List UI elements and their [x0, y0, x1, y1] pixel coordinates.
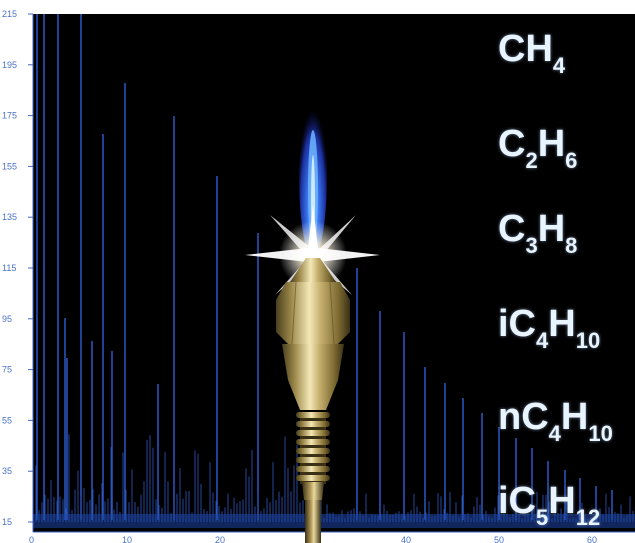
chromatogram-baseline	[33, 514, 635, 528]
y-tick-label: 55	[2, 415, 12, 425]
jet-tube	[305, 500, 321, 543]
formula-symbol: iC	[498, 480, 536, 522]
thread-groove	[300, 454, 326, 457]
y-tick-label: 135	[2, 212, 17, 222]
x-tick-label: 0	[29, 535, 34, 543]
jet-threads	[296, 412, 330, 484]
y-tick-label: 215	[2, 9, 17, 19]
formula-subscript: 12	[575, 505, 601, 530]
y-tick-label: 175	[2, 111, 17, 121]
thread-groove	[300, 436, 326, 439]
fid-jet-icon	[245, 93, 380, 543]
x-tick-label: 60	[587, 535, 597, 543]
formula-symbol: C	[498, 208, 526, 250]
thread-ridge	[296, 457, 330, 463]
thread-ridge	[296, 430, 330, 436]
formula-subscript: 5	[536, 505, 549, 530]
formula-subscript: 4	[536, 328, 549, 353]
y-tick-label: 95	[2, 314, 12, 324]
formula-symbol: nC	[498, 396, 549, 438]
y-tick-label: 15	[2, 517, 12, 527]
hex-edge-right	[329, 281, 335, 345]
formula-subscript: 6	[565, 148, 578, 173]
thread-groove	[300, 427, 326, 430]
thread-groove	[300, 418, 326, 421]
x-tick-label: 40	[401, 535, 411, 543]
x-tick-label: 10	[122, 535, 132, 543]
thread-ridge	[296, 439, 330, 445]
formula-symbol: C	[498, 123, 526, 165]
formula-symbol: iC	[498, 303, 536, 345]
compound-formula: nC4H10	[498, 396, 613, 446]
formula-symbol: H	[548, 480, 576, 522]
formula-subscript: 10	[588, 421, 613, 446]
spark-star-diagonal	[270, 215, 356, 295]
formula-subscript: 3	[525, 233, 538, 258]
chromatogram-peaks	[33, 14, 635, 528]
jet-tip	[290, 258, 336, 282]
thread-groove	[300, 472, 326, 475]
formula-symbol: H	[537, 123, 566, 165]
compound-formula: iC4H10	[498, 303, 600, 353]
y-tick-label: 35	[2, 466, 12, 476]
thread-groove	[300, 445, 326, 448]
y-tick-label: 75	[2, 365, 12, 375]
formula-symbol: H	[548, 303, 576, 345]
jet-shank	[302, 482, 324, 500]
thread-ridge	[296, 412, 330, 418]
thread-groove	[300, 463, 326, 466]
thread-ridge	[296, 466, 330, 472]
hex-edge-left	[291, 281, 297, 345]
formula-subscript: 8	[565, 233, 578, 258]
compound-formula: C2H6	[498, 123, 577, 173]
jet-body	[282, 344, 344, 410]
jet-hex-nut	[276, 282, 350, 344]
formula-symbol: H	[537, 208, 566, 250]
x-tick-label: 20	[215, 535, 225, 543]
y-tick-label: 155	[2, 161, 17, 171]
formula-subscript: 2	[525, 148, 538, 173]
compound-formula: iC5H12	[498, 480, 600, 530]
formula-subscript: 4	[552, 53, 566, 78]
formula-subscript: 4	[548, 421, 561, 446]
formula-subscript: 10	[575, 328, 601, 353]
compound-formula: CH4	[498, 28, 565, 78]
formula-symbol: H	[560, 396, 589, 438]
thread-ridge	[296, 421, 330, 427]
thread-ridge	[296, 475, 330, 481]
y-tick-labels: 215 195 175 155 135 115 95 75 55 35 15	[2, 9, 33, 527]
x-tick-label: 50	[494, 535, 504, 543]
thread-ridge	[296, 448, 330, 454]
compound-formula: C3H8	[498, 208, 577, 258]
formula-symbol: CH	[498, 28, 553, 70]
y-tick-label: 115	[2, 263, 16, 273]
y-tick-label: 195	[2, 60, 17, 70]
